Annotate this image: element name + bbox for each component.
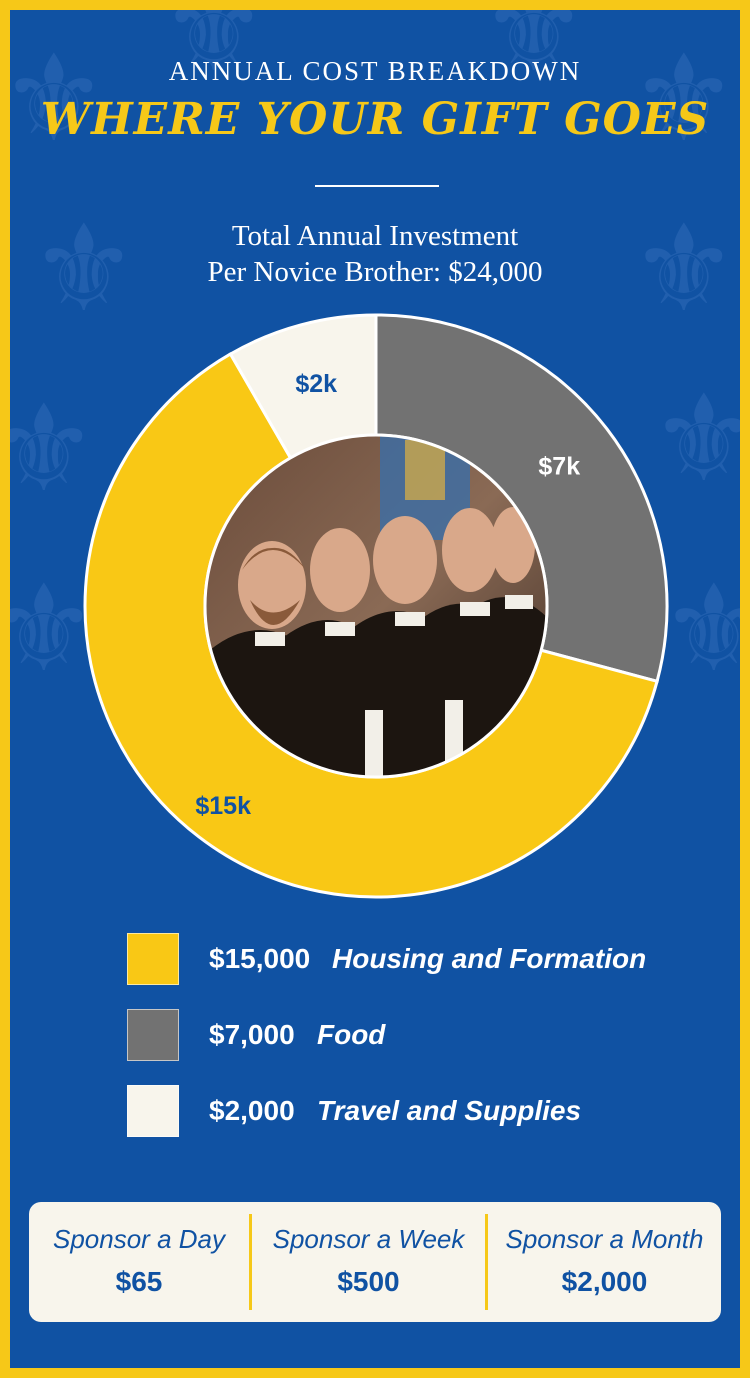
sponsor-divider <box>485 1214 488 1310</box>
fleur-de-lis-icon: ⚜ <box>160 10 268 99</box>
subtitle-line-1: Total Annual Investment <box>231 220 519 252</box>
subtitle-line-2: Per Novice Brother: $24,000 <box>207 256 543 288</box>
sponsor-option-month[interactable]: Sponsor a Month $2,000 <box>488 1202 721 1322</box>
sponsor-option-week[interactable]: Sponsor a Week $500 <box>252 1202 485 1322</box>
kicker-title: ANNUAL COST BREAKDOWN <box>168 56 582 86</box>
sponsor-amount: $2,000 <box>561 1266 648 1297</box>
sponsor-option-day[interactable]: Sponsor a Day $65 <box>29 1202 249 1322</box>
fleur-de-lis-icon: ⚜ <box>650 370 740 509</box>
title-divider <box>315 185 439 187</box>
legend-swatch-food <box>127 1009 179 1061</box>
legend-description: Food <box>317 1019 386 1050</box>
legend-swatch-housing <box>127 933 179 985</box>
fleur-de-lis-icon: ⚜ <box>660 560 740 699</box>
legend-item-travel: $2,000 Travel and Supplies <box>127 1085 687 1137</box>
fleur-de-lis-icon: ⚜ <box>10 380 98 519</box>
fleur-de-lis-icon: ⚜ <box>480 10 588 99</box>
fleur-de-lis-icon: ⚜ <box>10 560 98 699</box>
legend-amount: $2,000 <box>209 1095 295 1126</box>
legend-amount: $15,000 <box>209 943 311 974</box>
sponsor-label: Sponsor a Week <box>272 1224 465 1254</box>
fleur-de-lis-icon: ⚜ <box>630 200 738 339</box>
sponsor-amount: $65 <box>115 1266 163 1297</box>
headline: WHERE YOUR GIFT GOES <box>40 94 710 145</box>
donut-chart: $7k $15k $2k <box>83 313 669 899</box>
slice-data-label-2: $2k <box>295 370 337 398</box>
sponsor-amount: $500 <box>337 1266 400 1297</box>
legend-item-food: $7,000 Food <box>127 1009 687 1061</box>
fleur-de-lis-icon: ⚜ <box>30 200 138 339</box>
legend-amount: $7,000 <box>209 1019 295 1050</box>
sponsor-label: Sponsor a Day <box>53 1224 225 1254</box>
sponsor-divider <box>249 1214 252 1310</box>
legend-item-housing: $15,000 Housing and Formation <box>127 933 687 985</box>
chart-subtitle: Total Annual Investment Per Novice Broth… <box>10 218 740 290</box>
infographic-frame: ⚜ ⚜ ⚜ ⚜ ⚜ ⚜ ⚜ ⚜ ⚜ ⚜ ANNUAL COST BREAKDOW… <box>10 10 740 1368</box>
fleur-de-lis-icon: ⚜ <box>630 30 738 169</box>
sponsor-options-card: Sponsor a Day $65 Sponsor a Week $500 Sp… <box>29 1202 721 1322</box>
fleur-de-lis-icon: ⚜ <box>10 30 108 169</box>
legend-swatch-travel <box>127 1085 179 1137</box>
legend-description: Housing and Formation <box>332 943 647 974</box>
slice-data-label-1: $15k <box>195 792 251 820</box>
slice-data-label-0: $7k <box>538 452 580 480</box>
sponsor-label: Sponsor a Month <box>505 1224 704 1254</box>
photo-ring <box>203 433 549 779</box>
legend-description: Travel and Supplies <box>317 1095 582 1126</box>
